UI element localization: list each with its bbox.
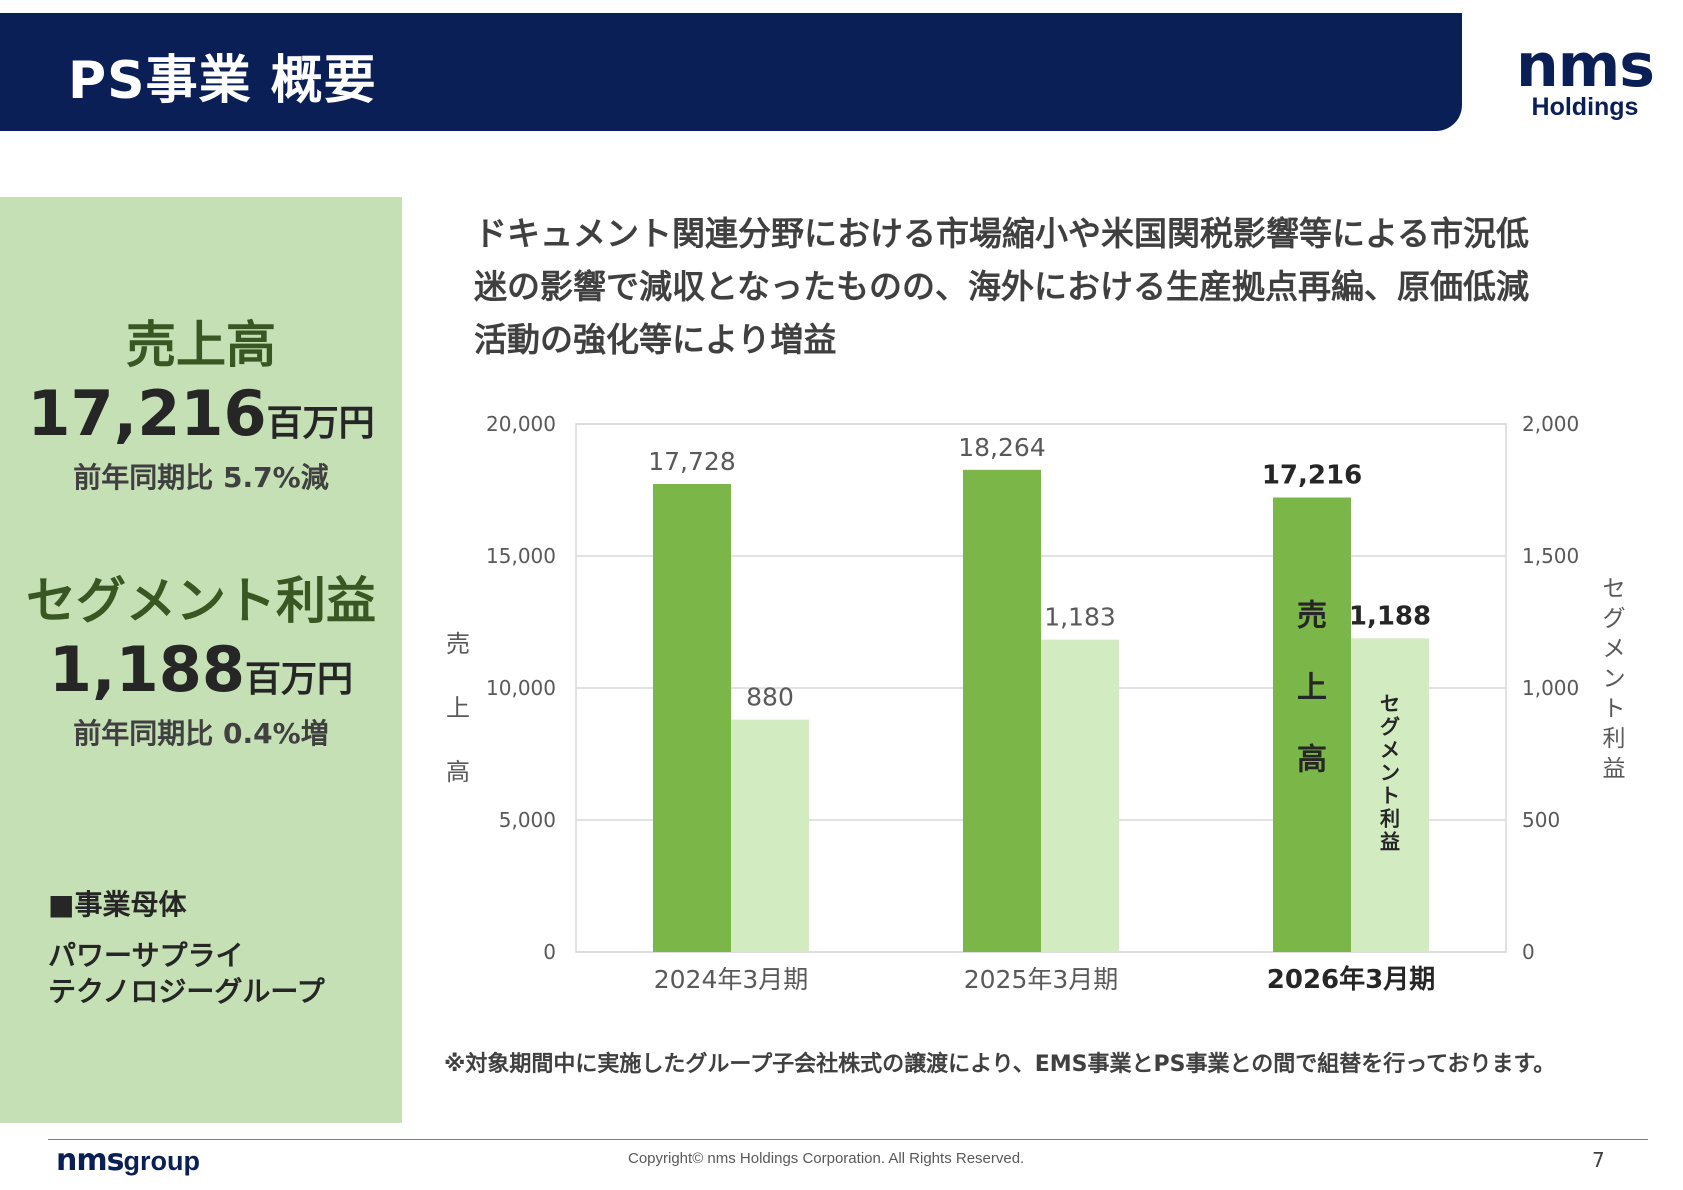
left-axis-title: 売: [446, 630, 470, 658]
footer-logo-group: group: [123, 1146, 200, 1176]
sales-inbar-label: 高: [1297, 742, 1327, 777]
parent-line-1: パワーサプライ: [48, 939, 244, 972]
right-axis-title: メ: [1603, 636, 1626, 662]
sales-block: 売上高 17,216百万円 前年同期比 5.7%減: [0, 305, 402, 496]
category-label: 2026年3月期: [1267, 964, 1435, 995]
left-tick-label: 15,000: [486, 544, 556, 568]
profit-inbar-label: 益: [1380, 829, 1400, 853]
right-axis-title: 利: [1603, 726, 1626, 752]
left-tick-label: 5,000: [499, 808, 556, 832]
summary-panel: 売上高 17,216百万円 前年同期比 5.7%減 セグメント利益 1,188百…: [0, 197, 402, 1123]
right-axis-title: セ: [1603, 576, 1626, 602]
profit-value: 1,188: [48, 633, 246, 706]
profit-inbar-label: セ: [1380, 691, 1400, 715]
left-tick-label: 10,000: [486, 676, 556, 700]
left-axis-title: 高: [446, 758, 470, 786]
profit-inbar-label: ト: [1380, 783, 1400, 807]
sales-bar: [1273, 497, 1351, 952]
category-label: 2024年3月期: [654, 965, 809, 994]
sales-data-label: 17,728: [648, 447, 735, 476]
logo-sub: Holdings: [1531, 93, 1639, 121]
left-tick-label: 0: [543, 940, 556, 964]
profit-data-label: 1,183: [1044, 603, 1116, 632]
right-axis-title: ト: [1603, 696, 1626, 722]
right-tick-label: 1,500: [1522, 544, 1579, 568]
sales-inbar-label: 上: [1297, 670, 1327, 705]
profit-inbar-label: ン: [1380, 760, 1400, 784]
parent-line-2: テクノロジーグループ: [48, 975, 325, 1008]
left-tick-label: 20,000: [486, 412, 556, 436]
right-axis-title: 益: [1603, 756, 1626, 782]
left-axis-title: 上: [446, 694, 470, 722]
right-tick-label: 0: [1522, 940, 1535, 964]
parent-heading: ■事業母体: [48, 888, 187, 921]
page-title: PS事業 概要: [68, 51, 377, 111]
profit-yoy: 前年同期比 0.4%増: [73, 717, 329, 750]
page-number: 7: [1592, 1148, 1605, 1172]
sales-label: 売上高: [126, 316, 276, 374]
right-axis-title: ン: [1603, 666, 1626, 692]
nms-group-logo: nmsgroup: [56, 1143, 200, 1178]
sales-data-label: 18,264: [958, 433, 1045, 462]
profit-bar: [1041, 639, 1119, 952]
sales-figure: 17,216百万円: [0, 377, 402, 450]
right-tick-label: 1,000: [1522, 676, 1579, 700]
description-line-2: 迷の影響で減収となったものの、海外における生産拠点再編、原価低減: [474, 267, 1530, 306]
category-label: 2025年3月期: [964, 965, 1119, 994]
profit-data-label: 1,188: [1349, 601, 1431, 631]
footer-divider: [48, 1139, 1648, 1140]
profit-label: セグメント利益: [26, 572, 376, 630]
sales-yoy: 前年同期比 5.7%減: [73, 461, 329, 494]
description-line-3: 活動の強化等により増益: [474, 320, 837, 359]
sales-data-label: 17,216: [1262, 460, 1362, 490]
copyright: Copyright© nms Holdings Corporation. All…: [628, 1150, 1025, 1167]
nms-holdings-logo: nms Holdings: [1500, 36, 1670, 120]
right-axis-title: グ: [1603, 606, 1626, 632]
footnote: ※対象期間中に実施したグループ子会社株式の譲渡により、EMS事業とPS事業との間…: [444, 1052, 1556, 1077]
profit-inbar-label: グ: [1380, 714, 1400, 738]
profit-figure: 1,188百万円: [0, 633, 402, 706]
sales-inbar-label: 売: [1297, 598, 1327, 633]
profit-bar: [1351, 638, 1429, 952]
header-bar: [0, 13, 1462, 131]
profit-inbar-label: 利: [1380, 806, 1400, 830]
profit-bar: [731, 719, 809, 952]
right-tick-label: 2,000: [1522, 412, 1579, 436]
logo-mark: nms: [1516, 31, 1655, 101]
sales-bar: [963, 469, 1041, 952]
sales-profit-chart: 0 0 5,000 500 10,000 1,000 15,000 1,500 20,000 2,…: [446, 412, 1626, 995]
profit-unit: 百万円: [245, 659, 354, 700]
footer-logo-mark: nms: [56, 1143, 124, 1178]
profit-block: セグメント利益 1,188百万円 前年同期比 0.4%増: [0, 561, 402, 752]
profit-inbar-label: メ: [1380, 737, 1400, 761]
description: ドキュメント関連分野における市場縮小や米国関税影響等による市況低 迷の影響で減収…: [474, 207, 1644, 366]
profit-data-label: 880: [746, 683, 794, 712]
sales-value: 17,216: [27, 377, 267, 450]
sales-unit: 百万円: [266, 403, 375, 444]
right-tick-label: 500: [1522, 808, 1560, 832]
description-line-1: ドキュメント関連分野における市場縮小や米国関税影響等による市況低: [474, 214, 1530, 253]
sales-bar: [653, 483, 731, 952]
